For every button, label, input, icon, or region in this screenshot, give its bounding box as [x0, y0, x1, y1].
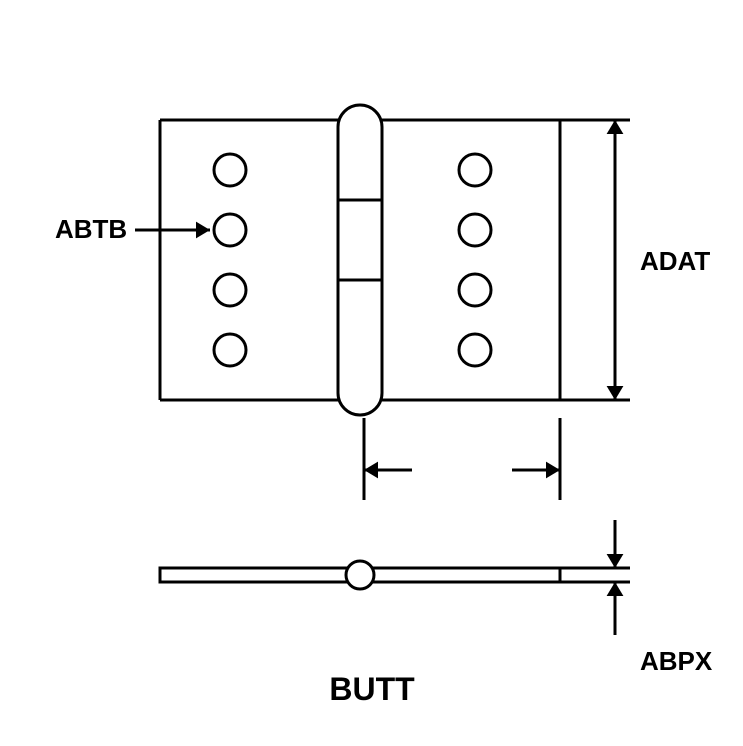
- screw-hole: [459, 334, 491, 366]
- diagram-title: BUTT: [329, 671, 415, 707]
- dimension-adat: ADAT: [560, 120, 710, 400]
- screw-hole: [459, 154, 491, 186]
- dimension-abtb: ABTB: [55, 214, 210, 244]
- label-abtb: ABTB: [55, 214, 127, 244]
- screw-hole: [214, 334, 246, 366]
- hinge-side-view: [160, 561, 560, 589]
- label-adat: ADAT: [640, 246, 710, 276]
- screw-hole: [459, 214, 491, 246]
- screw-hole: [459, 274, 491, 306]
- screw-hole: [214, 154, 246, 186]
- screw-hole: [214, 274, 246, 306]
- screw-hole: [214, 214, 246, 246]
- dimension-abpx: ABPX: [560, 520, 713, 676]
- dimension-akfk: AKFK: [364, 418, 560, 500]
- hinge-diagram: ADAT AKFK ABPX ABTB BUTT: [0, 0, 743, 746]
- label-abpx: ABPX: [640, 646, 713, 676]
- hinge-front-view: [160, 105, 560, 415]
